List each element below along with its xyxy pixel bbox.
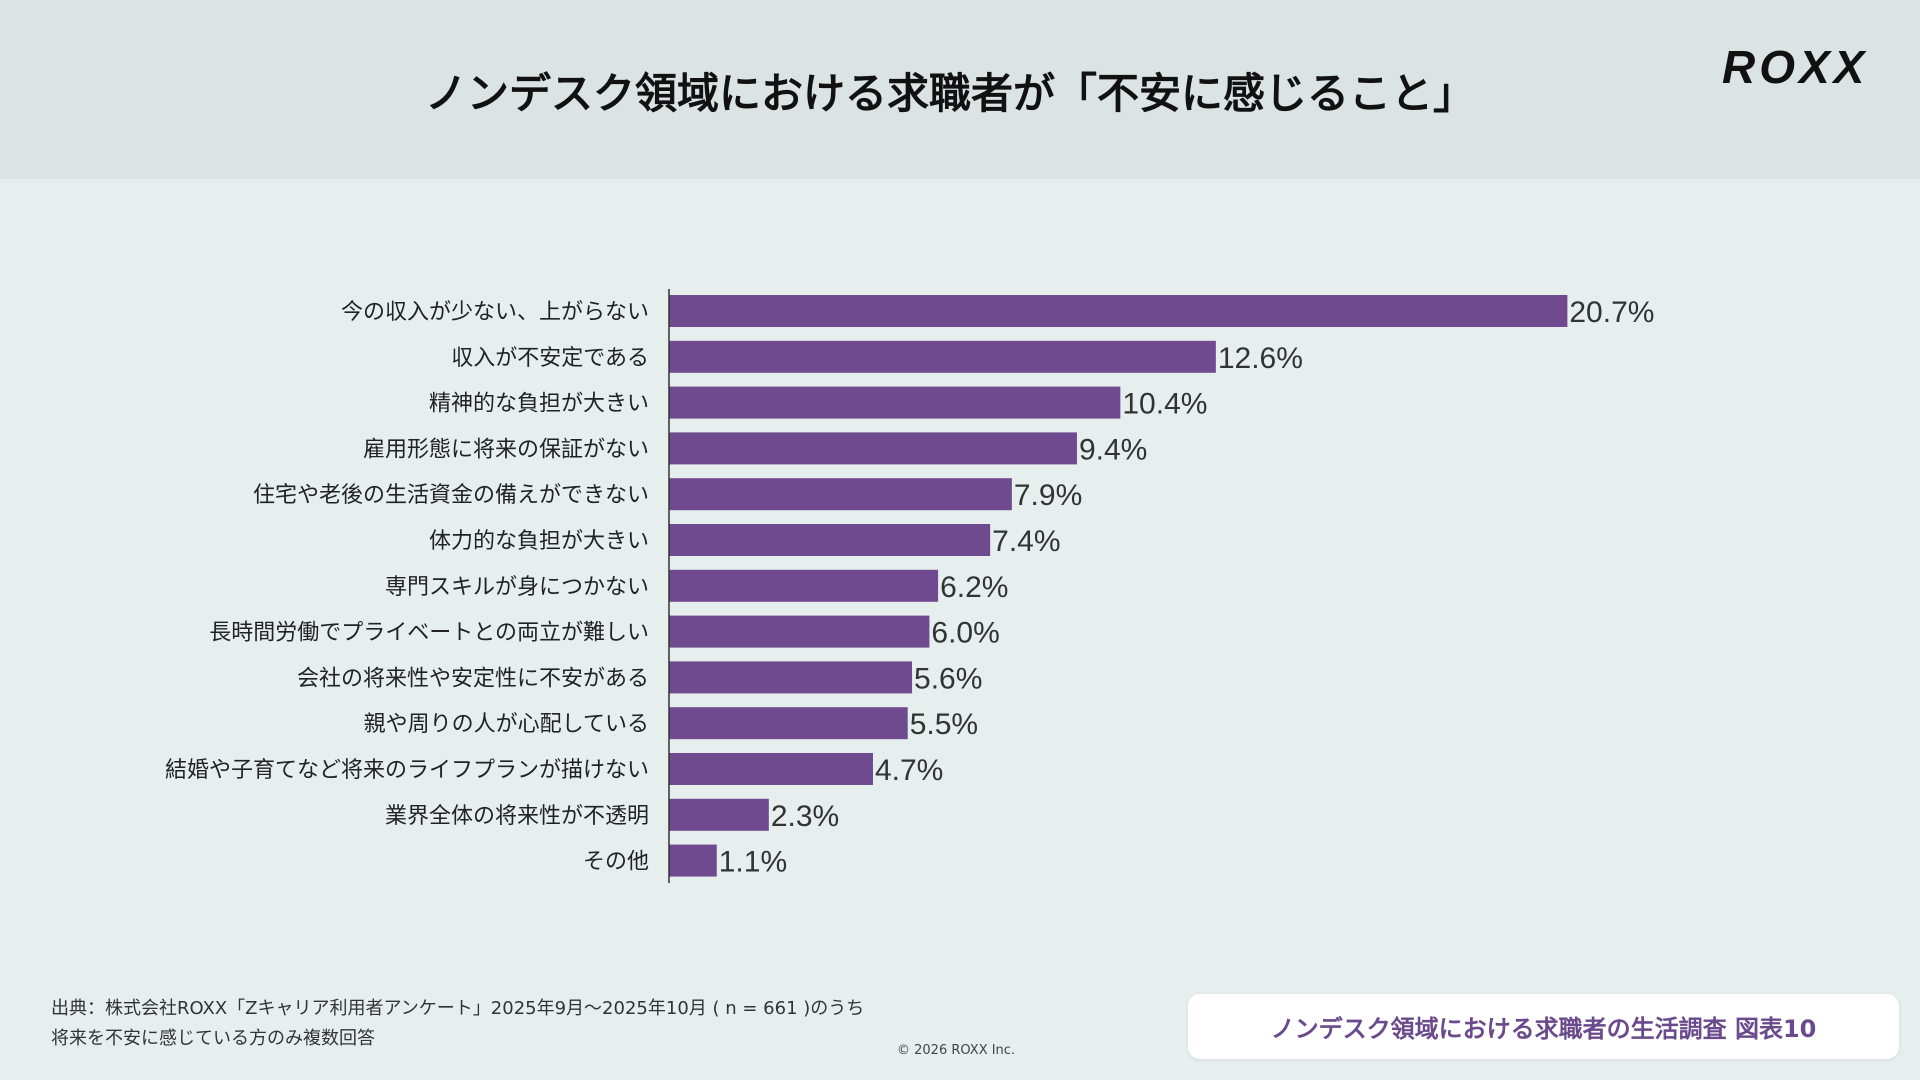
- value-label: 4.7%: [875, 754, 943, 787]
- value-label: 5.5%: [910, 708, 978, 741]
- value-label: 10.4%: [1122, 388, 1207, 421]
- category-label: 専門スキルが身につかない: [385, 575, 649, 600]
- header: ノンデスク領域における求職者が「不安に感じること」 ROXX: [0, 0, 1920, 179]
- bar: [669, 524, 991, 556]
- category-label: その他: [583, 850, 649, 875]
- figure-badge: ノンデスク領域における求職者の生活調査 図表10: [1188, 994, 1899, 1059]
- bar: [669, 569, 939, 602]
- category-label: 精神的な負担が大きい: [429, 392, 649, 417]
- category-label: 住宅や老後の生活資金の備えができない: [253, 483, 649, 508]
- category-label: 雇用形態に将来の保証がない: [363, 437, 649, 462]
- copyright: © 2026 ROXX Inc.: [897, 1043, 1016, 1058]
- bar: [669, 295, 1568, 327]
- value-label: 12.6%: [1218, 342, 1303, 375]
- roxx-logo: ROXX: [1722, 41, 1869, 93]
- value-label: 9.4%: [1079, 433, 1147, 466]
- source-line-1: 出典：株式会社ROXX「Zキャリア利用者アンケート」2025年9月〜2025年1…: [51, 998, 865, 1019]
- value-label: 7.9%: [1014, 479, 1082, 512]
- bar: [669, 340, 1216, 373]
- value-label: 7.4%: [992, 525, 1060, 558]
- bar: [669, 844, 717, 877]
- bar: [669, 432, 1077, 465]
- bar: [669, 798, 769, 831]
- value-label: 1.1%: [719, 846, 787, 879]
- page-title: ノンデスク領域における求職者が「不安に感じること」: [424, 69, 1475, 118]
- category-label: 収入が不安定である: [451, 346, 649, 371]
- category-label: 結婚や子育てなど将来のライフプランが描けない: [165, 758, 649, 783]
- category-label: 今の収入が少ない、上がらない: [341, 300, 649, 325]
- category-label: 会社の将来性や安定性に不安がある: [297, 666, 649, 691]
- bar: [669, 661, 913, 694]
- category-label: 長時間労働でプライベートとの両立が難しい: [209, 621, 649, 646]
- bar: [669, 386, 1121, 419]
- category-label: 体力的な負担が大きい: [429, 529, 649, 554]
- value-label: 5.6%: [914, 662, 982, 695]
- category-label: 親や周りの人が心配している: [364, 712, 649, 737]
- bar: [669, 753, 873, 785]
- bar: [669, 707, 908, 740]
- source-note: 出典：株式会社ROXX「Zキャリア利用者アンケート」2025年9月〜2025年1…: [51, 994, 864, 1054]
- value-label: 2.3%: [771, 800, 839, 833]
- value-label: 6.2%: [940, 571, 1008, 604]
- value-label: 20.7%: [1569, 296, 1654, 329]
- value-label: 6.0%: [931, 617, 999, 650]
- bar: [669, 615, 930, 648]
- source-line-2: 将来を不安に感じている方のみ複数回答: [51, 1028, 375, 1049]
- bar: [669, 478, 1012, 511]
- category-label: 業界全体の将来性が不透明: [385, 804, 649, 829]
